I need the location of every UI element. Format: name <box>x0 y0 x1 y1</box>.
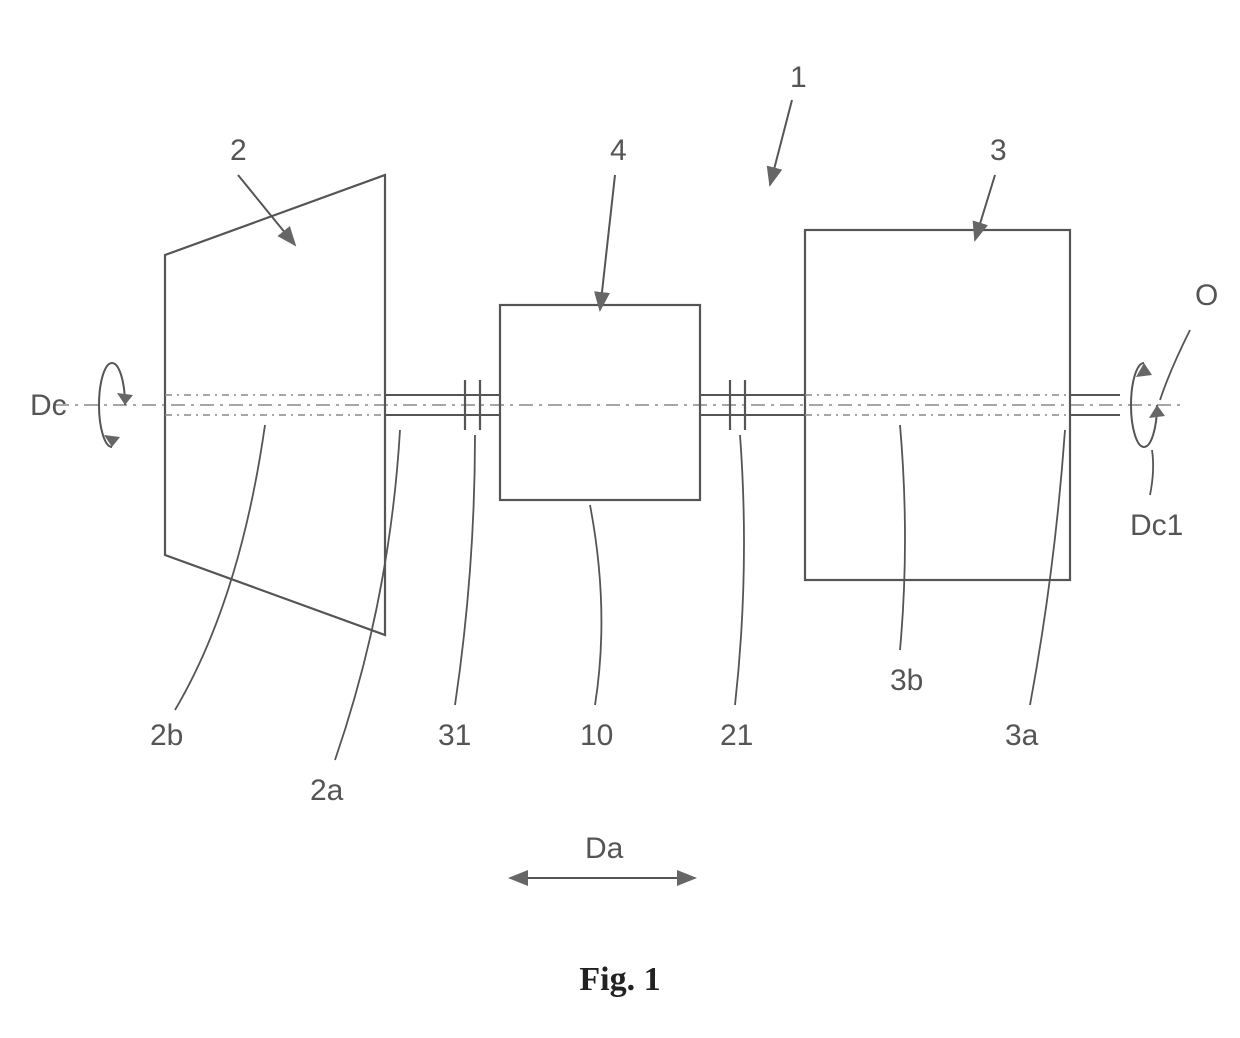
leader-31 <box>455 435 475 705</box>
label-Da: Da <box>585 832 624 865</box>
label-1: 1 <box>790 61 807 94</box>
leader-3b <box>900 425 905 650</box>
leader-21 <box>735 435 744 705</box>
pointer-1 <box>770 100 792 185</box>
figure-caption: Fig. 1 <box>579 961 660 998</box>
label-31: 31 <box>438 719 471 752</box>
label-3: 3 <box>990 134 1007 167</box>
leader-2a <box>335 430 400 760</box>
figure-svg: 1 2 3 4 O Dc Dc1 2b 2a 31 10 21 3b 3a Da… <box>0 0 1240 1038</box>
label-10: 10 <box>580 719 613 752</box>
label-Dc: Dc <box>30 389 67 422</box>
pointer-4 <box>600 175 615 310</box>
label-2a: 2a <box>310 774 344 807</box>
label-Dc1: Dc1 <box>1130 509 1183 542</box>
leader-2b <box>175 425 265 710</box>
label-2: 2 <box>230 134 247 167</box>
label-O: O <box>1195 279 1218 312</box>
leader-O <box>1160 330 1190 400</box>
leader-3a <box>1030 430 1065 705</box>
leader-10 <box>590 505 601 705</box>
label-3a: 3a <box>1005 719 1039 752</box>
leader-Dc1 <box>1150 450 1153 495</box>
label-21: 21 <box>720 719 753 752</box>
middle-block <box>500 305 700 500</box>
label-4: 4 <box>610 134 627 167</box>
label-3b: 3b <box>890 664 923 697</box>
label-2b: 2b <box>150 719 183 752</box>
